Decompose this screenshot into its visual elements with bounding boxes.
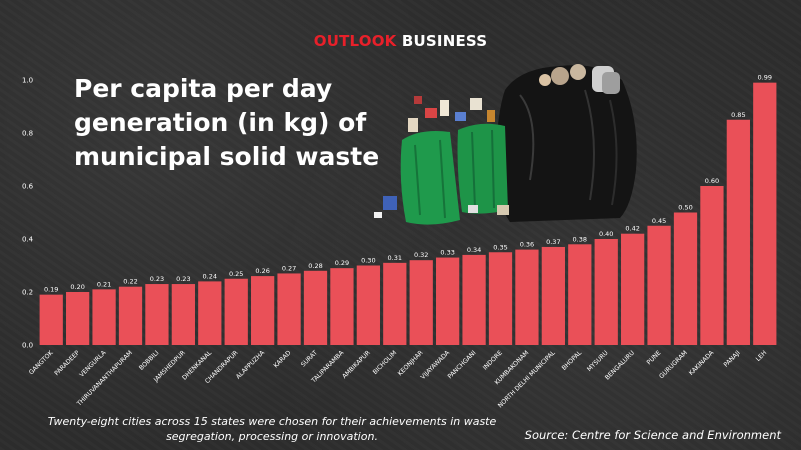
garbage-bags-illustration <box>374 64 637 225</box>
category-label: AMBIKAPUR <box>341 349 372 380</box>
bar-value-label: 0.36 <box>520 241 534 249</box>
bar-chandrapur <box>224 278 248 345</box>
bar-value-label: 0.20 <box>70 283 84 291</box>
bar-jamshedpur <box>171 284 195 345</box>
bar-value-label: 0.50 <box>678 204 692 212</box>
bar-dhenkanal <box>198 281 222 345</box>
bar-value-label: 0.19 <box>44 286 58 294</box>
category-label: SURAT <box>300 349 319 368</box>
category-label: PUNE <box>646 349 663 366</box>
category-label: KEONJHAR <box>397 349 425 377</box>
bar-value-label: 0.85 <box>731 111 745 119</box>
bar-value-label: 0.31 <box>388 254 402 262</box>
bar-kakinada <box>700 186 724 345</box>
bar-value-label: 0.35 <box>493 243 507 251</box>
category-label: GURUGRAM <box>658 349 689 380</box>
category-label: ALAPPUZHA <box>235 349 267 381</box>
category-label: PANAJI <box>723 349 742 368</box>
bar-mysuru <box>594 239 618 345</box>
bar-bobbili <box>145 284 169 345</box>
category-label: KARAD <box>273 349 293 369</box>
bar-bicholim <box>383 262 407 345</box>
bar-value-label: 0.45 <box>652 217 666 225</box>
category-label: KAKINADA <box>688 349 716 377</box>
bar-taliparamba <box>330 268 354 345</box>
bar-value-label: 0.28 <box>308 262 322 270</box>
category-label: GANGTOK <box>28 349 55 376</box>
category-label: PANCHGANI <box>447 349 478 380</box>
bar-gangtok <box>39 294 63 345</box>
bar-panchgani <box>462 254 486 345</box>
bar-value-label: 0.60 <box>705 177 719 185</box>
y-tick-label: 0.0 <box>22 342 33 350</box>
bar-north-delhi-municipal <box>541 246 565 345</box>
bar-value-label: 0.38 <box>573 235 587 243</box>
bar-kumbakonam <box>515 249 539 345</box>
category-label: MYSURU <box>586 349 610 373</box>
bar-surat <box>303 270 328 345</box>
bar-value-label: 0.29 <box>335 259 349 267</box>
bar-paradeep <box>66 292 90 345</box>
y-tick-label: 0.2 <box>22 289 33 297</box>
bar-vijayawada <box>436 257 460 345</box>
bar-bengaluru <box>621 233 645 345</box>
y-tick-label: 0.6 <box>22 183 34 191</box>
category-label: INDORE <box>482 349 504 371</box>
category-label: BHOPAL <box>561 349 584 372</box>
bar-value-label: 0.40 <box>599 230 613 238</box>
brand-part-business: BUSINESS <box>401 32 488 50</box>
bar-thiruvananthapuram <box>118 286 143 345</box>
category-label: NORTH DELHI MUNICIPAL <box>497 349 557 409</box>
bar-pune <box>647 225 671 345</box>
bar-vengurla <box>92 289 116 345</box>
bar-panaji <box>726 119 750 345</box>
bar-value-label: 0.24 <box>203 272 217 280</box>
bar-value-label: 0.23 <box>176 275 190 283</box>
bar-value-label: 0.25 <box>229 270 243 278</box>
bar-value-label: 0.30 <box>361 257 375 265</box>
bar-value-label: 0.22 <box>123 278 137 286</box>
y-tick-label: 1.0 <box>22 77 33 85</box>
category-label: THIRUVANANTHAPURAM <box>75 349 134 408</box>
bar-value-label: 0.99 <box>758 74 772 82</box>
y-axis: 0.0 0.2 0.4 0.6 0.8 1.0 <box>22 77 34 350</box>
y-tick-label: 0.4 <box>22 236 34 244</box>
bar-value-label: 0.32 <box>414 251 428 259</box>
bar-value-label: 0.26 <box>255 267 269 275</box>
category-label: BOBBILI <box>138 349 160 371</box>
bar-value-label: 0.21 <box>97 280 111 288</box>
bar-value-label: 0.23 <box>150 275 164 283</box>
bar-bhopal <box>568 244 592 345</box>
bar-value-label: 0.34 <box>467 246 481 254</box>
brand-part-outlook: OUTLOOK <box>313 32 397 50</box>
bar-value-label: 0.42 <box>625 225 639 233</box>
category-label: BICHOLIM <box>372 349 399 376</box>
source-note: Source: Centre for Science and Environme… <box>524 428 781 442</box>
brand-logo: OUTLOOK BUSINESS <box>0 32 801 50</box>
category-label: LEH <box>755 349 769 363</box>
bar-value-label: 0.37 <box>546 238 560 246</box>
bar-indore <box>488 252 513 345</box>
y-tick-label: 0.8 <box>22 130 33 138</box>
bar-karad <box>277 273 301 345</box>
bar-value-label: 0.27 <box>282 264 296 272</box>
category-label: PARADEEP <box>53 349 81 377</box>
bar-gurugram <box>673 212 698 345</box>
bar-ambikapur <box>356 265 380 345</box>
chart-title: Per capita per day generation (in kg) of… <box>74 74 380 171</box>
bar-leh <box>753 82 777 346</box>
footnote: Twenty-eight cities across 15 states wer… <box>47 415 497 443</box>
bar-alappuzha <box>251 276 275 345</box>
bar-keonjhar <box>409 260 433 345</box>
bar-value-label: 0.33 <box>440 249 454 257</box>
